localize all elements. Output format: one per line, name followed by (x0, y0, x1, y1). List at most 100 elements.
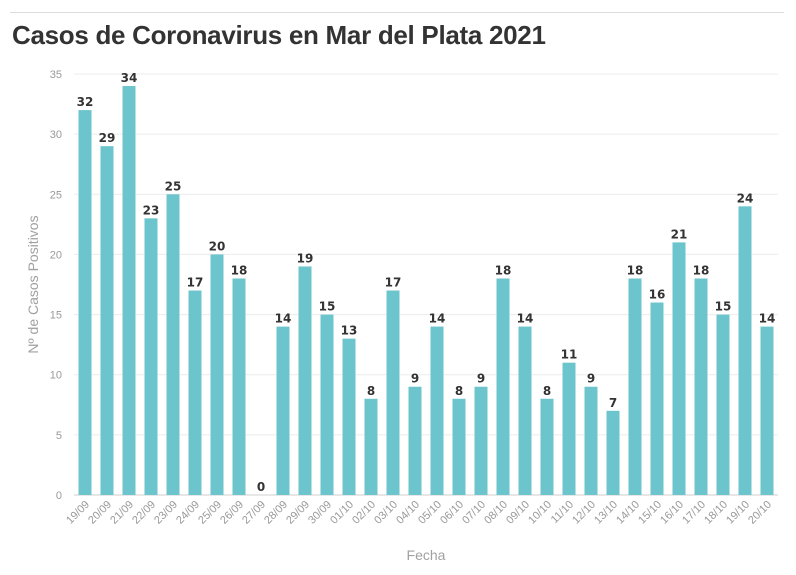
bar (452, 398, 466, 495)
x-tick-label: 24/09 (174, 499, 202, 527)
x-tick-label: 19/09 (64, 499, 92, 527)
x-tick-label: 18/10 (702, 499, 730, 527)
bar (738, 206, 752, 496)
x-tick-label: 11/10 (549, 499, 576, 526)
bar (694, 278, 708, 495)
bar-value-label: 16 (649, 288, 666, 302)
bar (628, 278, 642, 495)
x-tick-label: 23/09 (152, 499, 180, 527)
bar (496, 278, 510, 495)
y-tick-labels: 0 5 10 15 20 25 30 35 (50, 69, 62, 502)
bar (342, 338, 356, 495)
bar (166, 194, 180, 496)
bar (122, 86, 136, 496)
bar (386, 290, 400, 495)
bar-value-label: 18 (693, 263, 710, 277)
bar (232, 278, 246, 495)
bar-value-label: 18 (495, 263, 512, 277)
bar (760, 326, 774, 495)
bar-value-label: 18 (627, 263, 644, 277)
bar (100, 146, 114, 495)
y-tick-label: 10 (50, 370, 62, 382)
bar-value-label: 21 (671, 227, 688, 241)
y-tick-label: 0 (56, 490, 62, 502)
bar-value-labels: 3229342325172018014191513817914891814811… (77, 71, 776, 494)
bar (364, 398, 378, 495)
x-tick-label: 12/10 (570, 499, 598, 527)
x-tick-label: 21/09 (108, 499, 136, 527)
bar-value-label: 24 (737, 191, 754, 205)
bar-value-label: 19 (297, 251, 314, 265)
x-tick-label: 25/09 (196, 499, 224, 527)
bar-value-label: 14 (429, 312, 446, 326)
bar (474, 386, 488, 495)
x-tick-label: 05/10 (416, 499, 444, 527)
x-tick-label: 14/10 (614, 499, 642, 527)
bar-value-label: 29 (99, 131, 116, 145)
x-tick-label: 07/10 (460, 499, 488, 527)
chart-title: Casos de Coronavirus en Mar del Plata 20… (12, 20, 546, 50)
x-tick-label: 29/09 (284, 499, 312, 527)
bar-value-label: 17 (385, 276, 402, 290)
bar (716, 314, 730, 495)
bar-value-label: 11 (561, 348, 578, 362)
bar-value-label: 9 (587, 372, 595, 386)
bar-value-label: 14 (517, 312, 534, 326)
bar (562, 362, 576, 495)
bar (78, 110, 92, 495)
x-tick-label: 20/10 (746, 499, 774, 527)
x-tick-labels: 19/0920/0921/0922/0923/0924/0925/0926/09… (64, 499, 774, 527)
x-tick-label: 17/10 (680, 499, 708, 527)
bar-value-label: 8 (367, 384, 375, 398)
y-tick-label: 5 (56, 430, 62, 442)
bar-value-label: 17 (187, 276, 204, 290)
bar-value-label: 7 (609, 396, 617, 410)
bar-value-label: 9 (477, 372, 485, 386)
bars (78, 86, 774, 496)
x-tick-label: 15/10 (636, 499, 664, 527)
bar (188, 290, 202, 495)
x-axis-title: Fecha (407, 547, 446, 563)
x-tick-label: 30/09 (306, 499, 334, 527)
y-tick-label: 35 (50, 69, 62, 81)
bar (430, 326, 444, 495)
bar (320, 314, 334, 495)
bar-value-label: 18 (231, 263, 248, 277)
bar-value-label: 15 (715, 300, 732, 314)
y-tick-label: 30 (50, 129, 62, 141)
bar-value-label: 15 (319, 300, 336, 314)
x-tick-label: 13/10 (592, 499, 620, 527)
y-tick-label: 20 (50, 249, 62, 261)
bar (408, 386, 422, 495)
x-tick-label: 19/10 (724, 499, 752, 527)
bar (650, 302, 664, 495)
y-tick-label: 15 (50, 310, 62, 322)
x-tick-label: 04/10 (394, 499, 422, 527)
bar (606, 410, 620, 495)
x-tick-label: 16/10 (658, 499, 686, 527)
x-tick-label: 22/09 (130, 499, 158, 527)
x-tick-label: 06/10 (438, 499, 466, 527)
x-tick-label: 02/10 (350, 499, 378, 527)
x-tick-label: 26/09 (218, 499, 246, 527)
bar (144, 218, 158, 496)
bar-value-label: 8 (455, 384, 463, 398)
bar (210, 254, 224, 495)
x-tick-label: 27/09 (240, 499, 268, 527)
bar (276, 326, 290, 495)
bar (518, 326, 532, 495)
bar-value-label: 8 (543, 384, 551, 398)
bar-value-label: 14 (275, 312, 292, 326)
bar-value-label: 14 (759, 312, 776, 326)
bar-value-label: 0 (257, 480, 265, 494)
bar (298, 266, 312, 495)
x-tick-label: 28/09 (262, 499, 290, 527)
x-tick-label: 10/10 (526, 499, 554, 527)
bar-value-label: 20 (209, 239, 226, 253)
bar-value-label: 34 (121, 71, 138, 85)
x-tick-label: 20/09 (86, 499, 114, 527)
bar (584, 386, 598, 495)
x-tick-label: 08/10 (482, 499, 510, 527)
x-tick-label: 01/10 (328, 499, 356, 527)
